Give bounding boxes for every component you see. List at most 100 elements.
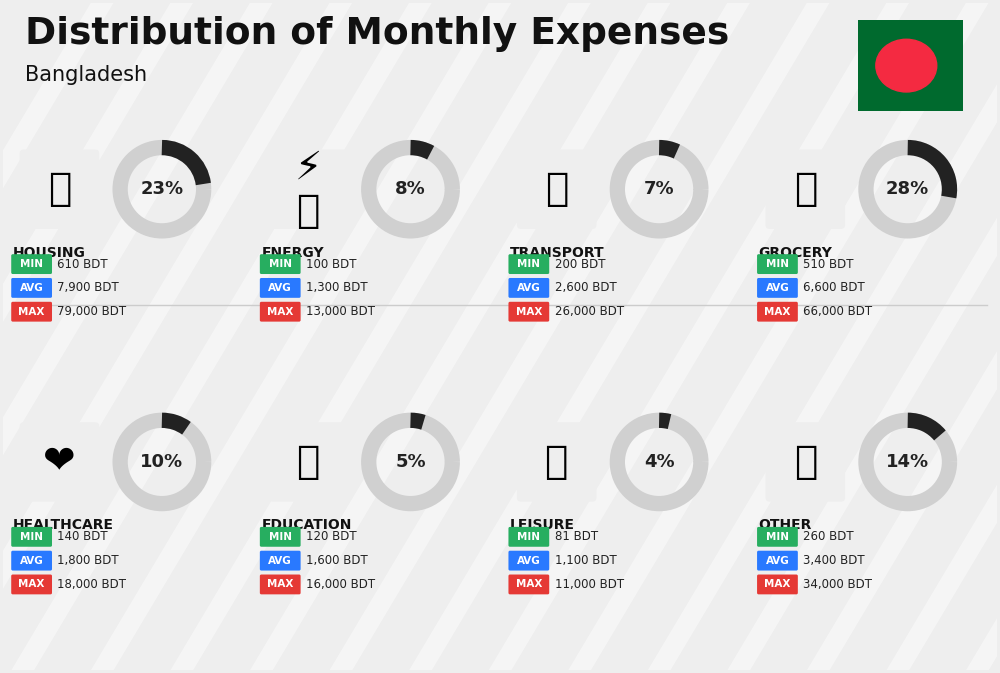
Text: TRANSPORT: TRANSPORT [510, 246, 605, 260]
Text: MIN: MIN [766, 259, 789, 269]
Text: ⚡
🏠: ⚡ 🏠 [294, 148, 322, 230]
Text: 8%: 8% [395, 180, 426, 199]
FancyBboxPatch shape [858, 20, 963, 111]
Text: MIN: MIN [517, 259, 540, 269]
FancyBboxPatch shape [11, 575, 52, 594]
FancyBboxPatch shape [20, 149, 99, 229]
FancyBboxPatch shape [20, 422, 99, 501]
FancyBboxPatch shape [268, 149, 348, 229]
Text: 1,600 BDT: 1,600 BDT [306, 554, 368, 567]
Text: 5%: 5% [395, 453, 426, 471]
FancyBboxPatch shape [757, 302, 798, 322]
Text: 100 BDT: 100 BDT [306, 258, 357, 271]
Text: 1,300 BDT: 1,300 BDT [306, 281, 368, 294]
Text: Bangladesh: Bangladesh [25, 65, 147, 85]
Text: MAX: MAX [18, 579, 45, 590]
Text: AVG: AVG [20, 283, 43, 293]
Text: AVG: AVG [268, 556, 292, 565]
Text: MAX: MAX [516, 307, 542, 317]
FancyBboxPatch shape [11, 302, 52, 322]
FancyBboxPatch shape [766, 149, 845, 229]
Text: MAX: MAX [267, 579, 293, 590]
Circle shape [876, 39, 937, 92]
Text: 2,600 BDT: 2,600 BDT [555, 281, 616, 294]
Text: ENERGY: ENERGY [261, 246, 324, 260]
FancyBboxPatch shape [508, 278, 549, 298]
Text: 510 BDT: 510 BDT [803, 258, 854, 271]
Text: 🛒: 🛒 [794, 170, 817, 208]
Text: AVG: AVG [766, 556, 789, 565]
FancyBboxPatch shape [508, 254, 549, 274]
Text: MAX: MAX [764, 579, 791, 590]
FancyBboxPatch shape [260, 527, 301, 546]
Text: 1,800 BDT: 1,800 BDT [57, 554, 119, 567]
FancyBboxPatch shape [757, 254, 798, 274]
FancyBboxPatch shape [757, 278, 798, 298]
Text: MIN: MIN [269, 259, 292, 269]
Text: 18,000 BDT: 18,000 BDT [57, 578, 126, 591]
FancyBboxPatch shape [11, 254, 52, 274]
Text: 11,000 BDT: 11,000 BDT [555, 578, 624, 591]
FancyBboxPatch shape [757, 575, 798, 594]
FancyBboxPatch shape [508, 575, 549, 594]
Text: 81 BDT: 81 BDT [555, 530, 598, 543]
Text: 1,100 BDT: 1,100 BDT [555, 554, 616, 567]
Text: 66,000 BDT: 66,000 BDT [803, 306, 872, 318]
Text: 🚌: 🚌 [545, 170, 568, 208]
Text: AVG: AVG [766, 283, 789, 293]
Text: HOUSING: HOUSING [13, 246, 86, 260]
FancyBboxPatch shape [260, 254, 301, 274]
Text: MIN: MIN [20, 259, 43, 269]
FancyBboxPatch shape [508, 551, 549, 571]
Text: 200 BDT: 200 BDT [555, 258, 605, 271]
FancyBboxPatch shape [260, 551, 301, 571]
Text: MAX: MAX [267, 307, 293, 317]
Text: AVG: AVG [517, 556, 541, 565]
Text: MIN: MIN [269, 532, 292, 542]
Text: MIN: MIN [20, 532, 43, 542]
Text: ❤️: ❤️ [43, 443, 76, 481]
Text: 140 BDT: 140 BDT [57, 530, 108, 543]
FancyBboxPatch shape [757, 527, 798, 546]
Text: 🏢: 🏢 [48, 170, 71, 208]
Text: 🎓: 🎓 [296, 443, 320, 481]
Text: EDUCATION: EDUCATION [261, 518, 352, 532]
Text: 6,600 BDT: 6,600 BDT [803, 281, 865, 294]
Text: 120 BDT: 120 BDT [306, 530, 357, 543]
Text: AVG: AVG [268, 283, 292, 293]
FancyBboxPatch shape [260, 278, 301, 298]
FancyBboxPatch shape [508, 527, 549, 546]
Text: 13,000 BDT: 13,000 BDT [306, 306, 375, 318]
Text: 23%: 23% [140, 180, 183, 199]
FancyBboxPatch shape [517, 422, 596, 501]
Text: 79,000 BDT: 79,000 BDT [57, 306, 127, 318]
Text: 34,000 BDT: 34,000 BDT [803, 578, 872, 591]
Text: 10%: 10% [140, 453, 183, 471]
Text: AVG: AVG [20, 556, 43, 565]
Text: 👛: 👛 [794, 443, 817, 481]
Text: 26,000 BDT: 26,000 BDT [555, 306, 624, 318]
Text: 610 BDT: 610 BDT [57, 258, 108, 271]
FancyBboxPatch shape [766, 422, 845, 501]
Text: 260 BDT: 260 BDT [803, 530, 854, 543]
Text: GROCERY: GROCERY [759, 246, 832, 260]
Text: MAX: MAX [516, 579, 542, 590]
Text: 16,000 BDT: 16,000 BDT [306, 578, 375, 591]
Text: MIN: MIN [517, 532, 540, 542]
Text: 3,400 BDT: 3,400 BDT [803, 554, 865, 567]
Text: OTHER: OTHER [759, 518, 812, 532]
FancyBboxPatch shape [508, 302, 549, 322]
Text: 7%: 7% [644, 180, 674, 199]
FancyBboxPatch shape [260, 575, 301, 594]
FancyBboxPatch shape [11, 551, 52, 571]
Text: 28%: 28% [886, 180, 929, 199]
Text: 7,900 BDT: 7,900 BDT [57, 281, 119, 294]
Text: HEALTHCARE: HEALTHCARE [13, 518, 114, 532]
Text: MAX: MAX [18, 307, 45, 317]
Text: LEISURE: LEISURE [510, 518, 575, 532]
Text: MIN: MIN [766, 532, 789, 542]
FancyBboxPatch shape [517, 149, 596, 229]
Text: 🛍️: 🛍️ [545, 443, 568, 481]
Text: 4%: 4% [644, 453, 674, 471]
Text: 14%: 14% [886, 453, 929, 471]
